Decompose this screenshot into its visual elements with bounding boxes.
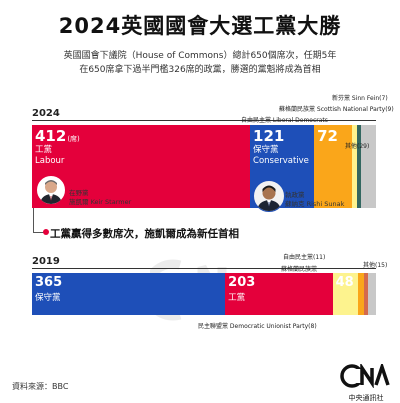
rule-2019 xyxy=(32,268,376,269)
starmer-portrait-icon xyxy=(40,180,62,204)
party-label-2024-labour: 工黨 xyxy=(35,145,53,155)
starmer-photo xyxy=(36,175,66,205)
bar-2019-series-0 xyxy=(32,273,226,315)
sunak-portrait-icon xyxy=(257,185,281,211)
headline-leader-line-h xyxy=(33,232,45,233)
label-dup-2019: 民主聯盟黨 Democratic Unionist Party(8) xyxy=(198,323,317,330)
rule-2024 xyxy=(32,120,376,121)
label-snp-2024: 蘇格蘭民族黨 Scottish National Party(9) xyxy=(279,106,394,113)
label-snp-2019: 蘇格蘭民族黨 xyxy=(281,266,318,273)
cna-logo: 中央通訊社 xyxy=(340,361,392,403)
value-label-2019-series-2: 48 xyxy=(335,275,354,290)
starmer-caption: 在野黨 施凱爾 Keir Starmer xyxy=(69,189,131,207)
bar-2019-democratic-unionist-party xyxy=(363,273,369,315)
value-label-2019-series-0: 365 xyxy=(35,275,63,290)
bar-2024-scottish-national-party xyxy=(352,125,357,208)
bar-2019-series-2 xyxy=(332,273,358,315)
bar-2024-labour xyxy=(32,125,251,208)
label-sinnfein-2024: 新芬黨 Sinn Fein(7) xyxy=(332,95,388,102)
party-label-2019-series-0: 保守黨 xyxy=(35,293,61,303)
year-label-2024: 2024 xyxy=(32,108,60,119)
party-label-2024-conservative: 保守黨 xyxy=(253,145,279,155)
sunak-caption: 執政黨 蘇納克 Rishi Sunak xyxy=(285,191,344,209)
label-other-2024: 其他(29) xyxy=(345,143,370,150)
chart-2024: 412(席) 工黨 Labour 121 保守黨 Conservative 72 xyxy=(32,125,376,208)
starmer-name: 施凱爾 Keir Starmer xyxy=(69,198,132,206)
description-line-1: 英國國會下議院（House of Commons）總計650個席次，任期5年 xyxy=(63,51,337,61)
description-line-2: 在650席拿下過半門檻326席的政黨，勝選的黨魁將成為首相 xyxy=(79,65,321,75)
bar-2024-series-5 xyxy=(360,125,376,208)
party-label-en-2024-labour: Labour xyxy=(35,156,65,166)
sunak-photo xyxy=(253,180,285,212)
bar-2024-liberal-democrats xyxy=(314,125,353,208)
value-label-2024-conservative: 121 xyxy=(253,127,285,145)
source-note: 資料來源：BBC xyxy=(12,382,69,391)
cna-logo-text: 中央通訊社 xyxy=(348,394,384,402)
value-label-2019-series-1: 203 xyxy=(228,275,256,290)
year-label-2019: 2019 xyxy=(32,256,60,267)
starmer-role: 在野黨 xyxy=(69,189,89,197)
page-title: 2024英國國會大選工黨大勝 xyxy=(58,14,342,38)
bar-2019-series-3 xyxy=(358,273,364,315)
sunak-name: 蘇納克 Rishi Sunak xyxy=(285,200,345,208)
cna-logo-icon xyxy=(340,361,390,389)
sunak-role: 執政黨 xyxy=(285,191,305,199)
label-libdem-2019: 自由民主黨(11) xyxy=(283,254,326,261)
headline-dot xyxy=(43,229,49,235)
value-label-2024-liberal-democrats: 72 xyxy=(317,127,338,145)
label-other-2019: 其他(15) xyxy=(363,262,388,269)
bar-2019-series-1 xyxy=(225,273,333,315)
bar-2019-series-5 xyxy=(368,273,376,315)
headline: 工黨贏得多數席次，施凱爾成為新任首相 xyxy=(50,228,239,240)
headline-leader-line-v xyxy=(33,208,34,232)
chart-2019: 365 保守黨 203 工黨 48 xyxy=(32,273,376,315)
label-libdem-2024: 自由民主黨 Liberal Democrats xyxy=(241,117,328,124)
value-label-2024-labour: 412(席) xyxy=(35,127,80,145)
bar-2024-sinn-fein xyxy=(356,125,361,208)
party-label-2019-series-1: 工黨 xyxy=(228,293,246,303)
party-label-en-2024-conservative: Conservative xyxy=(253,156,309,166)
